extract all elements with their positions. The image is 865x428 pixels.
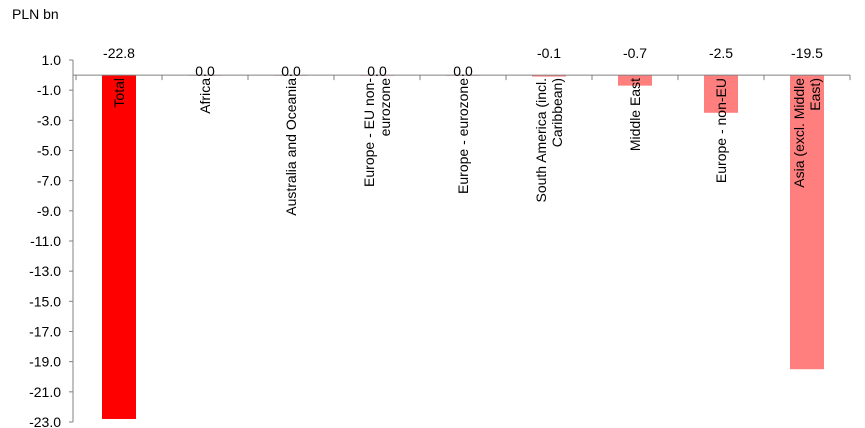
bar	[704, 75, 738, 113]
category-label-line: Europe - EU non-	[361, 78, 377, 187]
y-axis-unit-label: PLN bn	[12, 6, 59, 22]
data-label: -0.7	[623, 45, 647, 61]
category-label-line: eurozone	[377, 78, 393, 137]
category-label: Total	[111, 78, 127, 108]
category-label: Europe - EU non-eurozone	[361, 78, 393, 187]
category-label: Africa	[197, 78, 213, 114]
y-tick-label: -19.0	[29, 354, 61, 370]
category-label: Australia and Oceania	[283, 78, 299, 216]
y-tick-label: -1.0	[37, 82, 61, 98]
category-label-line: Caribbean)	[549, 78, 565, 147]
category-label: Europe - eurozone	[455, 78, 471, 194]
category-label-line: Europe - eurozone	[455, 78, 471, 194]
y-tick-label: -11.0	[30, 233, 61, 249]
category-label: Europe - non-EU	[713, 78, 729, 183]
y-tick-label: -17.0	[29, 324, 61, 340]
data-label: 0.0	[281, 63, 301, 79]
y-tick-label: -15.0	[29, 293, 61, 309]
category-label-line: Asia (excl. Middle	[791, 78, 807, 188]
category-label-line: East)	[807, 78, 823, 111]
data-label: 0.0	[453, 63, 473, 79]
y-tick-label: -7.0	[37, 173, 61, 189]
category-label-line: Middle East	[627, 78, 643, 151]
y-tick-label: -23.0	[29, 414, 61, 428]
category-label: South America (incl. Caribbean)	[533, 78, 565, 203]
y-tick-label: -13.0	[29, 263, 61, 279]
category-label: Middle East	[627, 78, 643, 151]
bar	[102, 75, 136, 419]
category-label-line: Africa	[197, 78, 213, 114]
data-label: -19.5	[791, 45, 823, 61]
bar	[790, 75, 824, 370]
bar	[532, 75, 566, 77]
category-label-line: Total	[111, 78, 127, 108]
y-tick-label: -3.0	[37, 112, 61, 128]
y-tick-label: -9.0	[37, 203, 61, 219]
data-label: 0.0	[367, 63, 387, 79]
category-label: Asia (excl. Middle East)	[791, 78, 823, 188]
data-label: 0.0	[195, 63, 215, 79]
y-tick-label: -5.0	[37, 143, 61, 159]
data-label: -2.5	[709, 45, 733, 61]
category-label-line: South America (incl.	[533, 78, 549, 203]
bar	[618, 75, 652, 86]
y-tick-label: 1.0	[42, 52, 62, 68]
data-label: -22.8	[103, 45, 135, 61]
data-label: -0.1	[537, 45, 561, 61]
y-tick-label: -21.0	[29, 384, 61, 400]
category-label-line: Europe - non-EU	[713, 78, 729, 183]
category-label-line: Australia and Oceania	[283, 78, 299, 216]
